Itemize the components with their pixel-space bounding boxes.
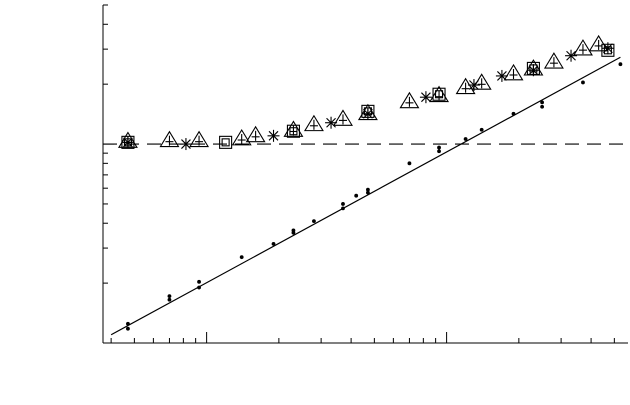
data-point-star [566,50,576,61]
data-point-dot [354,193,359,198]
data-point-triangle [333,109,353,126]
data-point-triangle [543,52,564,69]
data-point-triangle [283,120,304,137]
data-point-dot [341,206,345,211]
data-point-dot [197,285,201,290]
data-point-dot [479,127,484,132]
data-point-star [363,108,373,119]
data-point-star [326,117,336,128]
data-point-triangle [503,63,524,81]
data-point-square-inner [221,138,230,147]
data-point-triangle [231,128,252,146]
data-point-triangle [399,91,420,109]
data-point-dot [197,279,201,284]
data-point-dot [126,321,130,326]
data-point-dot [167,294,172,299]
data-point-triangle [245,125,266,143]
data-point-dot [239,255,244,260]
data-point-star [469,80,479,90]
data-point-dot [407,161,412,166]
data-point-triangle [189,130,210,148]
data-point-dot [618,62,623,67]
data-point-triangle [588,34,609,52]
data-point-triangle [455,77,476,95]
data-point-dot [366,190,370,195]
data-point-star [497,71,507,81]
data-point-dot [540,100,545,105]
axis-ticks [103,4,615,344]
data-point-star [181,139,191,149]
data-point-square-inner [289,127,298,136]
data-point-dot [463,137,468,141]
data-point-square [432,87,446,101]
reference-lines [103,56,628,336]
data-point-triangle [303,114,324,132]
data-point-dot [341,202,345,206]
data-point-star [528,65,539,76]
data-point-star [123,137,133,148]
data-point-dot [271,241,276,246]
data-point-star [268,130,279,141]
data-point-dot [437,149,441,154]
data-point-dot [291,230,296,235]
data-point-square [219,135,233,149]
data-point-triangle [572,39,593,56]
data-point-dot [366,187,370,192]
data-point-star [603,43,613,54]
data-point-dot [437,145,441,150]
data-point-triangle [159,130,180,148]
data-point-dot [540,104,545,109]
data-point-square [286,124,300,138]
data-point-dot [126,326,130,331]
data-point-dot [312,219,316,223]
fit-line [110,56,621,336]
axes-frame [102,5,628,344]
data-point-dot [511,111,516,116]
data-point-triangle [429,85,450,103]
data-point-dot [167,297,172,302]
data-point-square-inner [434,90,444,99]
data-point-dot [581,80,585,85]
data-point-star [421,92,431,103]
data-points [117,34,623,331]
